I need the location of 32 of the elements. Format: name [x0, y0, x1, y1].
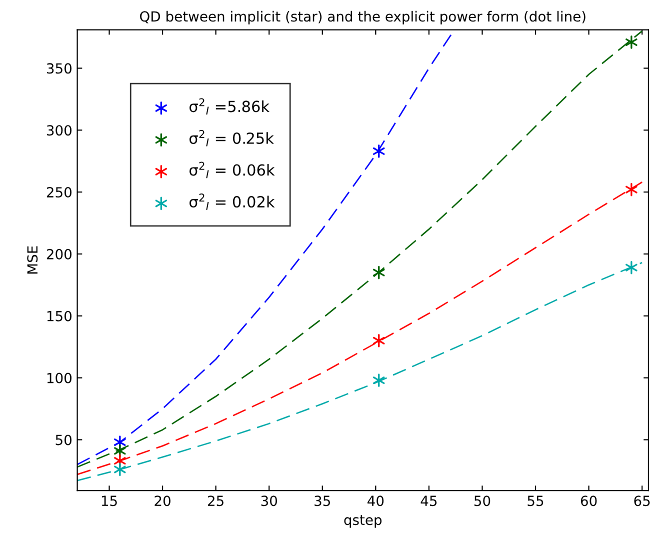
legend-label: σ$^{2}$$_{I}$ =5.86k — [190, 98, 270, 115]
y-axis-title: MSE — [27, 246, 38, 274]
x-tick-label: 15 — [102, 496, 117, 506]
x-tick-label: 40 — [368, 496, 384, 506]
line-series — [77, 181, 643, 476]
x-tick-label: 65 — [634, 496, 650, 506]
line-series — [77, 262, 643, 482]
y-tick-label: 250 — [46, 187, 72, 198]
point — [626, 36, 638, 49]
legend-label: σ$^{2}$$_{I}$ = 0.25k — [190, 130, 274, 146]
x-tick-label: 55 — [528, 496, 544, 506]
x-tick-label: 45 — [420, 496, 437, 506]
legend-label: σ$^{2}$$_{I}$ = 0.06k — [190, 162, 275, 178]
point — [626, 182, 638, 196]
y-tick-label: 150 — [47, 310, 72, 322]
chart-title: QD between implicit (star) and the explicit power form (dot line) — [140, 10, 586, 24]
y-tick-label: 200 — [46, 248, 72, 260]
x-tick-label: 20 — [154, 496, 170, 506]
x-tick-label: 60 — [580, 496, 597, 506]
x-axis-title: qstep — [344, 515, 382, 528]
line-series — [77, 30, 643, 468]
y-tick-label: 50 — [56, 434, 72, 446]
y-tick-label: 100 — [47, 372, 72, 384]
point — [373, 266, 385, 280]
y-tick-label: 300 — [46, 125, 72, 136]
y-tick-label: 350 — [46, 63, 72, 74]
x-tick-label: 30 — [261, 496, 278, 506]
x-tick-label: 25 — [208, 496, 224, 506]
x-tick-label: 50 — [474, 496, 490, 506]
point — [373, 334, 385, 348]
point — [373, 144, 385, 158]
x-tick-label: 35 — [314, 496, 330, 506]
